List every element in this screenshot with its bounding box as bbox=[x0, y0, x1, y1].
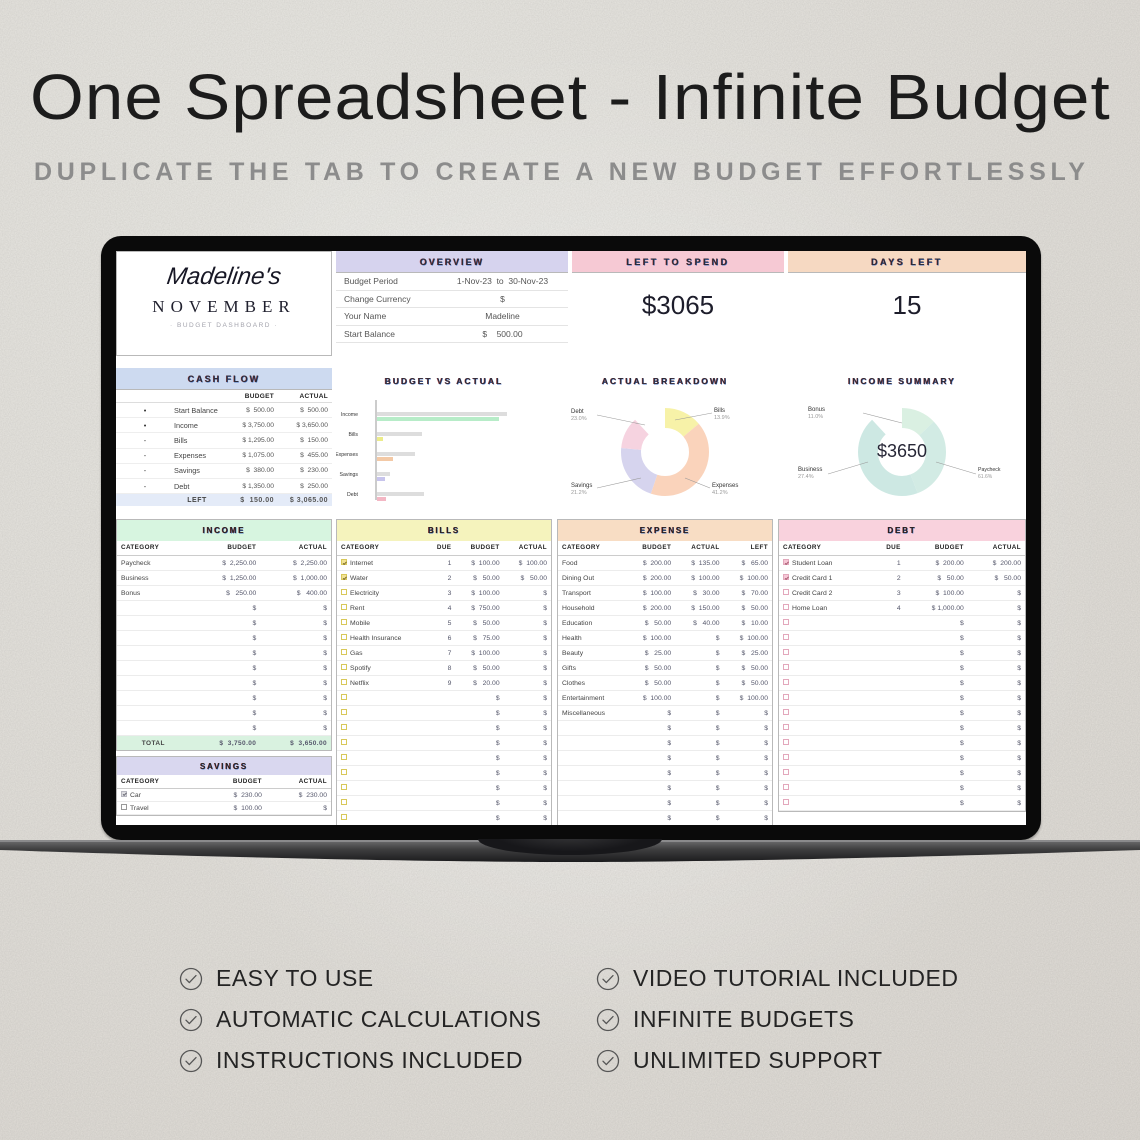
svg-text:Debt: Debt bbox=[347, 492, 359, 498]
svg-text:Bills: Bills bbox=[348, 432, 358, 438]
svg-text:41.2%: 41.2% bbox=[712, 490, 728, 496]
svg-text:21.2%: 21.2% bbox=[571, 490, 587, 496]
svg-text:Income: Income bbox=[341, 412, 358, 418]
svg-text:61.6%: 61.6% bbox=[978, 474, 993, 480]
svg-text:$3650: $3650 bbox=[877, 441, 927, 461]
svg-text:Bills: Bills bbox=[714, 408, 725, 414]
svg-text:Paycheck: Paycheck bbox=[978, 467, 1001, 473]
svg-text:Savings: Savings bbox=[571, 483, 592, 489]
svg-text:23.0%: 23.0% bbox=[571, 416, 587, 422]
svg-text:Debt: Debt bbox=[571, 409, 584, 415]
svg-text:27.4%: 27.4% bbox=[798, 474, 814, 480]
svg-text:13.9%: 13.9% bbox=[714, 415, 730, 421]
svg-text:Business: Business bbox=[798, 467, 822, 473]
svg-text:11.0%: 11.0% bbox=[808, 414, 823, 420]
svg-text:Bonus: Bonus bbox=[808, 407, 825, 413]
svg-text:Expenses: Expenses bbox=[336, 452, 358, 458]
svg-text:Savings: Savings bbox=[340, 472, 359, 478]
svg-text:Expenses: Expenses bbox=[712, 483, 738, 489]
